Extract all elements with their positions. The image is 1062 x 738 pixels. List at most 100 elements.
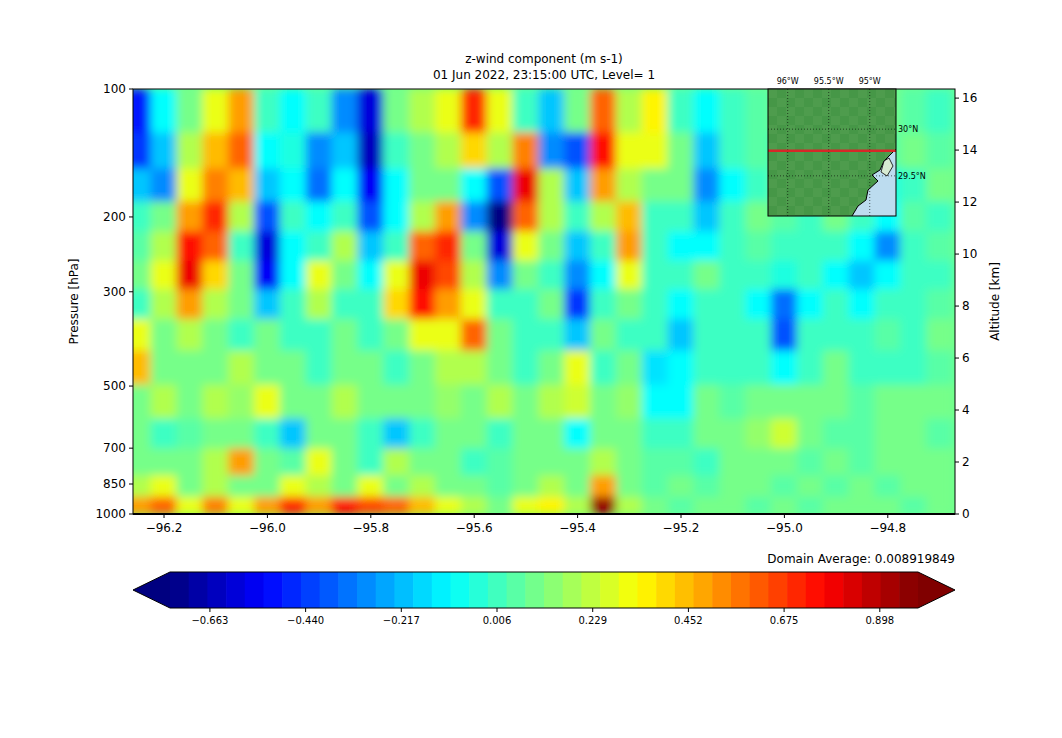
land-pixel <box>795 188 804 197</box>
land-pixel <box>804 152 813 161</box>
heatmap-cell <box>487 132 514 169</box>
colorbar-segment <box>226 572 245 608</box>
heatmap-cell <box>926 231 953 261</box>
heatmap-cell <box>771 319 798 351</box>
land-pixel <box>840 197 849 206</box>
land-pixel <box>840 116 849 125</box>
heatmap-cell <box>383 351 410 386</box>
heatmap-cell <box>202 351 229 386</box>
heatmap-cell <box>435 132 462 169</box>
heatmap-cell <box>693 261 720 290</box>
heatmap-cell <box>771 261 798 290</box>
y2-tick-label: 16 <box>962 91 977 105</box>
heatmap-cell <box>668 132 695 169</box>
plot-background <box>133 89 955 514</box>
heatmap-cell <box>797 448 824 476</box>
heatmap-cell <box>383 419 410 450</box>
heatmap-cell <box>823 261 850 290</box>
land-pixel <box>786 125 795 134</box>
heatmap-cell <box>797 351 824 386</box>
land-pixel <box>813 170 822 179</box>
x-tick-label: −95.8 <box>352 521 389 535</box>
heatmap-cell <box>133 201 152 232</box>
heatmap-cell <box>745 351 772 386</box>
land-pixel <box>840 179 849 188</box>
inset-parallel <box>768 129 896 130</box>
heatmap-cell <box>202 132 229 169</box>
heatmap-cell <box>409 351 436 386</box>
heatmap-cell <box>254 261 281 290</box>
colorbar-tick <box>209 608 210 612</box>
heatmap-cell <box>642 261 669 290</box>
heatmap-cell <box>719 448 746 476</box>
heatmap-cell <box>151 497 178 514</box>
heatmap-cell <box>771 385 798 420</box>
land-pixel <box>786 134 795 143</box>
heatmap-cell <box>176 319 203 351</box>
y2-tick <box>955 462 959 463</box>
land-pixel <box>768 188 777 197</box>
colorbar-tick <box>784 608 785 612</box>
colorbar-tick <box>688 608 689 612</box>
heatmap-cell <box>306 475 333 498</box>
land-pixel <box>795 197 804 206</box>
y-tick-label: 300 <box>103 285 126 299</box>
heatmap-cell <box>900 419 927 450</box>
heatmap-cell <box>512 169 539 203</box>
heatmap-cell <box>693 169 720 203</box>
heatmap-cell <box>668 319 695 351</box>
land-pixel <box>804 170 813 179</box>
heatmap-cell <box>487 419 514 450</box>
heatmap-cell <box>564 289 591 320</box>
y-tick-label: 100 <box>103 82 126 96</box>
inset-lon-label: 96°W <box>777 77 799 86</box>
heatmap-cell <box>926 448 953 476</box>
land-pixel <box>849 161 858 170</box>
land-pixel <box>849 197 858 206</box>
heatmap-cell <box>849 419 876 450</box>
heatmap-cell <box>133 289 152 320</box>
heatmap-cell <box>823 419 850 450</box>
heatmap-cell <box>849 319 876 351</box>
heatmap-cell <box>151 89 178 133</box>
heatmap-cell <box>383 261 410 290</box>
y-tick <box>129 484 133 485</box>
heatmap-cell <box>616 132 643 169</box>
heatmap-cell <box>228 289 255 320</box>
heatmap-cell <box>668 497 695 514</box>
heatmap-cell <box>435 448 462 476</box>
heatmap-cell <box>616 169 643 203</box>
land-pixel <box>822 89 831 98</box>
heatmap-cell <box>487 289 514 320</box>
colorbar-segment <box>338 572 357 608</box>
heatmap-cell <box>926 351 953 386</box>
heatmap-cell <box>151 132 178 169</box>
heatmap-cell <box>176 419 203 450</box>
heatmap-cell <box>306 289 333 320</box>
colorbar-segment <box>301 572 320 608</box>
heatmap-cell <box>357 231 384 261</box>
colorbar-tick-label: −0.217 <box>383 615 420 626</box>
heatmap-cell <box>306 201 333 232</box>
x-tick <box>577 514 578 518</box>
heatmap-cell <box>461 475 488 498</box>
land-pixel <box>777 170 786 179</box>
heatmap-cell <box>771 351 798 386</box>
land-pixel <box>768 179 777 188</box>
land-pixel <box>786 206 795 215</box>
heatmap-cell <box>719 319 746 351</box>
land-pixel <box>849 179 858 188</box>
heatmap-cell <box>926 169 953 203</box>
heatmap-cell <box>151 231 178 261</box>
heatmap-cell <box>254 351 281 386</box>
land-pixel <box>849 116 858 125</box>
colorbar-outline <box>133 572 955 608</box>
heatmap-cell <box>133 261 152 290</box>
heatmap-cell <box>849 89 876 133</box>
heatmap-cell <box>642 419 669 450</box>
land-pixel <box>849 98 858 107</box>
heatmap-cell <box>590 497 617 514</box>
y-tick-label: 700 <box>103 441 126 455</box>
heatmap-cell <box>306 132 333 169</box>
heatmap-cell <box>849 351 876 386</box>
